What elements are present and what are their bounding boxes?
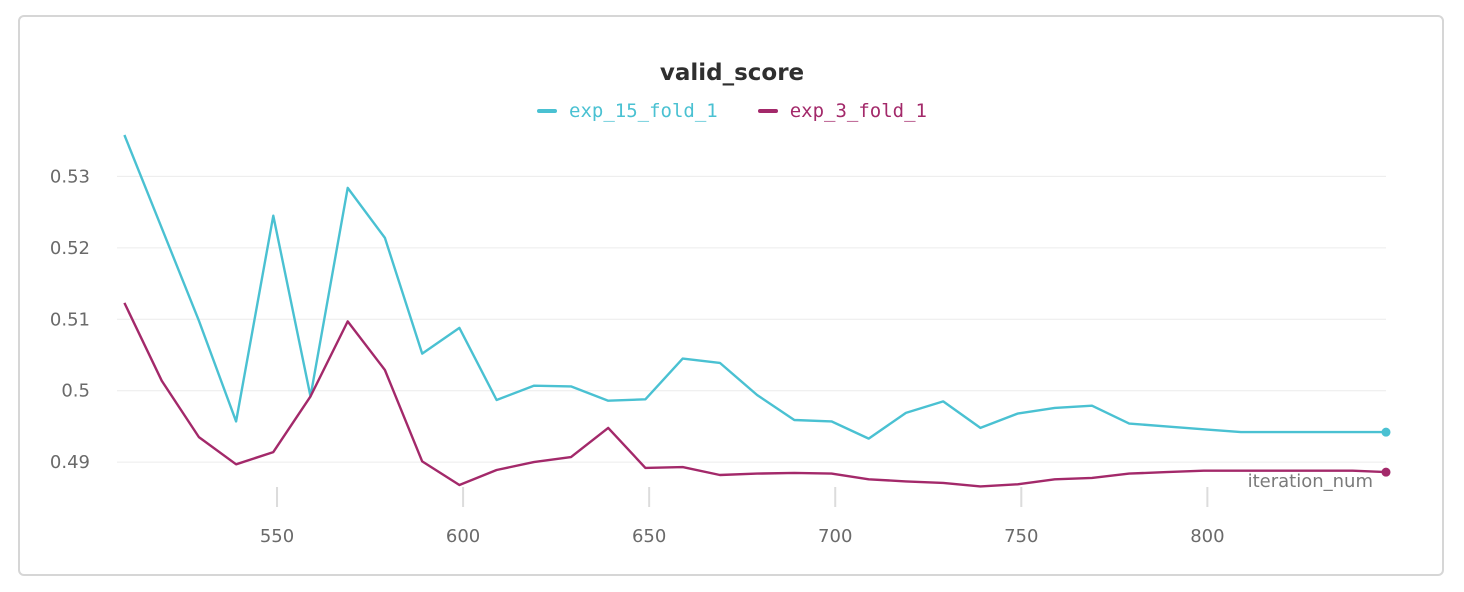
chart-legend: exp_15_fold_1 exp_3_fold_1 bbox=[0, 100, 1464, 122]
x-tick-label: 550 bbox=[260, 526, 294, 547]
series-line-1[interactable] bbox=[123, 302, 1387, 488]
y-tick-label: 0.52 bbox=[50, 238, 90, 259]
x-tick-label: 750 bbox=[1004, 526, 1038, 547]
x-tick-label: 800 bbox=[1190, 526, 1224, 547]
y-axis: 0.49 0.5 0.51 0.52 0.53 bbox=[50, 166, 90, 473]
series-line-0[interactable] bbox=[123, 134, 1386, 440]
legend-label: exp_15_fold_1 bbox=[569, 100, 718, 122]
x-tick-label: 650 bbox=[632, 526, 666, 547]
legend-swatch bbox=[757, 109, 778, 113]
y-tick-label: 0.5 bbox=[61, 381, 90, 402]
y-tick-label: 0.53 bbox=[50, 166, 90, 187]
series-end-point-1[interactable] bbox=[1381, 467, 1391, 477]
y-tick-label: 0.51 bbox=[50, 309, 90, 330]
x-tick-label: 600 bbox=[446, 526, 480, 547]
series-lines bbox=[123, 134, 1391, 488]
x-tick-label: 700 bbox=[818, 526, 852, 547]
y-tick-label: 0.49 bbox=[50, 452, 90, 473]
legend-label: exp_3_fold_1 bbox=[789, 100, 927, 122]
x-axis: 550 600 650 700 750 800 bbox=[260, 487, 1225, 547]
chart-title: valid_score bbox=[659, 60, 805, 86]
legend-item-series-1[interactable]: exp_3_fold_1 bbox=[757, 100, 927, 122]
x-axis-label: iteration_num bbox=[1248, 471, 1373, 492]
chart-panel bbox=[18, 15, 1444, 576]
series-end-point-0[interactable] bbox=[1381, 427, 1391, 437]
grid-lines bbox=[117, 175, 1386, 463]
legend-swatch bbox=[537, 109, 557, 113]
legend-item-series-0[interactable]: exp_15_fold_1 bbox=[537, 100, 718, 122]
